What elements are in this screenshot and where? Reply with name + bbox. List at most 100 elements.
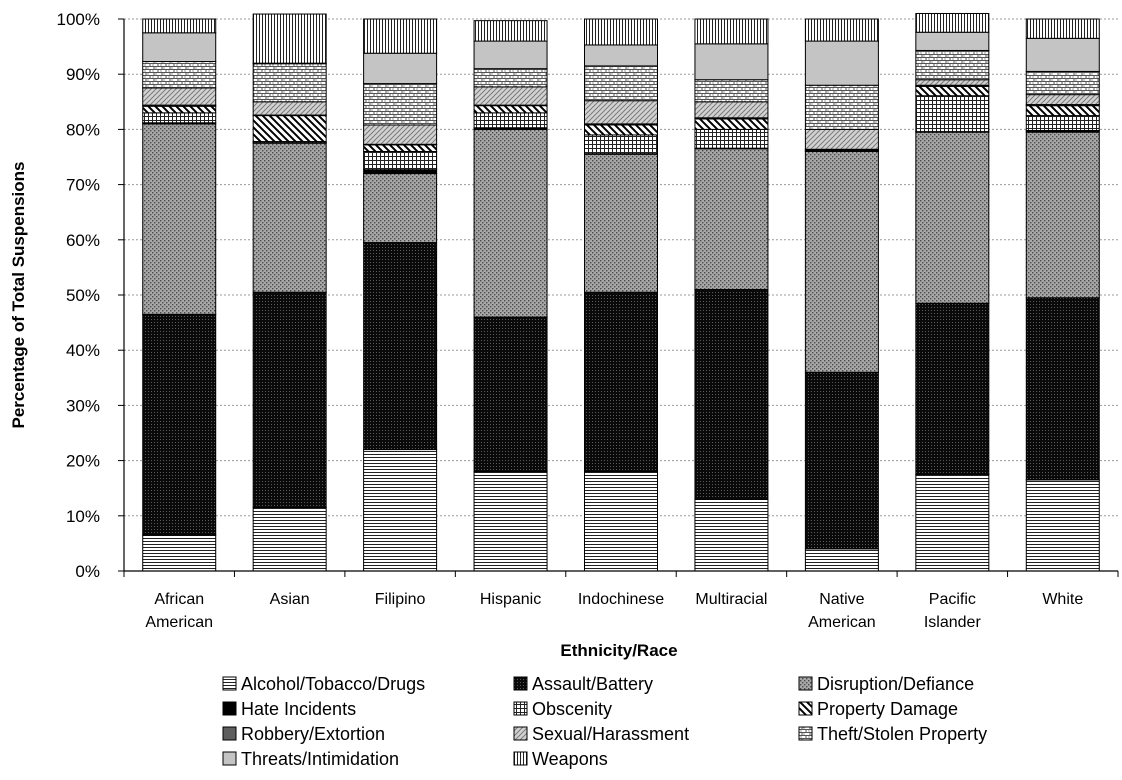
bar-segment bbox=[363, 144, 438, 152]
bar-stack-7 bbox=[915, 12, 990, 572]
bar-segment bbox=[584, 124, 658, 136]
legend-item: Disruption/Defiance bbox=[798, 674, 974, 694]
legend-label: Sexual/Harassment bbox=[532, 724, 689, 744]
bar-stack-6 bbox=[804, 18, 879, 572]
bar-segment bbox=[473, 128, 548, 318]
bar-segment bbox=[252, 142, 327, 293]
bar-stack-0 bbox=[142, 18, 217, 572]
legend-swatch bbox=[222, 726, 237, 741]
bar-segment bbox=[804, 548, 879, 572]
bar-segment bbox=[142, 313, 217, 536]
bar-segment bbox=[1025, 105, 1100, 117]
bar-segment bbox=[694, 101, 769, 119]
bar-segment bbox=[694, 498, 769, 572]
x-axis-title: Ethnicity/Race bbox=[560, 641, 677, 660]
bar-segment bbox=[363, 52, 438, 85]
legend-label: Alcohol/Tobacco/Drugs bbox=[241, 674, 425, 694]
bar-segment bbox=[252, 101, 327, 116]
bar-segment bbox=[142, 105, 217, 114]
y-tick-labels: 0% 10% 20% 30% 40% 50% 60% 70% 80% 90% 100% bbox=[57, 10, 124, 581]
legend-swatch bbox=[513, 676, 528, 691]
y-tick-label: 40% bbox=[66, 341, 100, 360]
legend-item: Theft/Stolen Property bbox=[798, 724, 987, 744]
bar-stack-2 bbox=[363, 18, 438, 572]
bar-segment bbox=[1025, 18, 1100, 39]
bar-segment bbox=[1025, 115, 1100, 132]
x-category-label: White bbox=[1042, 591, 1083, 608]
x-category-label: American bbox=[808, 614, 876, 631]
bar-segment bbox=[804, 18, 879, 42]
legend-label: Hate Incidents bbox=[241, 699, 356, 719]
bar-segment bbox=[1025, 131, 1100, 299]
bar-segment bbox=[363, 83, 438, 126]
bar-segment bbox=[804, 150, 879, 373]
legend-label: Weapons bbox=[532, 749, 608, 769]
legend-label: Property Damage bbox=[817, 699, 958, 719]
bar-segment bbox=[915, 85, 990, 97]
legend-item: Sexual/Harassment bbox=[513, 724, 689, 744]
bar-segment bbox=[142, 18, 217, 34]
bar-segment bbox=[694, 128, 769, 149]
bar-segment bbox=[584, 65, 658, 102]
bar-segment bbox=[915, 131, 990, 304]
y-axis-title: Percentage of Total Suspensions bbox=[9, 161, 28, 428]
x-category-label: Asian bbox=[270, 591, 310, 608]
bar-segment bbox=[363, 449, 438, 572]
y-tick-label: 50% bbox=[66, 286, 100, 305]
y-tick-label: 10% bbox=[66, 507, 100, 526]
bar-segment bbox=[363, 18, 438, 54]
bar-segment bbox=[915, 79, 990, 86]
bar-segment bbox=[252, 13, 327, 64]
x-category-labels: African American Asian Filipino Hispanic Indo… bbox=[145, 591, 1083, 631]
x-category-label: Islander bbox=[924, 614, 982, 631]
legend-swatch bbox=[798, 726, 813, 741]
bar-segment bbox=[694, 18, 769, 45]
bar-segment bbox=[363, 124, 438, 145]
bar-segment bbox=[252, 63, 327, 103]
bar-segment bbox=[363, 242, 438, 451]
bar-stack-8 bbox=[1025, 18, 1100, 572]
y-tick-label: 0% bbox=[75, 562, 100, 581]
x-category-label: Filipino bbox=[375, 591, 426, 608]
bar-segment bbox=[252, 507, 327, 572]
bar-segment bbox=[473, 471, 548, 572]
legend-swatch bbox=[222, 676, 237, 691]
x-category-label: American bbox=[145, 614, 213, 631]
x-category-label: Multiracial bbox=[695, 591, 767, 608]
bar-segment bbox=[804, 84, 879, 130]
bar-segment bbox=[1025, 297, 1100, 481]
bar-segment bbox=[473, 68, 548, 88]
legend-label: Assault/Battery bbox=[532, 674, 653, 694]
bar-stack-4 bbox=[584, 18, 658, 572]
bar-segment bbox=[1025, 37, 1100, 72]
bar-segment bbox=[915, 49, 990, 81]
y-tick-label: 30% bbox=[66, 396, 100, 415]
bar-segment bbox=[584, 100, 658, 125]
legend-item: Assault/Battery bbox=[513, 674, 653, 694]
legend-label: Robbery/Extortion bbox=[241, 724, 385, 744]
x-category-label: Indochinese bbox=[578, 591, 664, 608]
legend-item: Property Damage bbox=[798, 699, 958, 719]
bar-segment bbox=[473, 86, 548, 106]
bar-segment bbox=[142, 123, 217, 315]
bar-segment bbox=[584, 471, 658, 572]
bar-segment bbox=[584, 18, 658, 46]
legend-item: Hate Incidents bbox=[222, 699, 356, 719]
legend-item: Threats/Intimidation bbox=[222, 749, 399, 769]
bar-segment bbox=[694, 148, 769, 290]
bar-segment bbox=[142, 87, 217, 106]
bar-segment bbox=[252, 291, 327, 509]
bar-segment bbox=[363, 173, 438, 244]
bar-segment bbox=[804, 128, 879, 150]
bar-segment bbox=[142, 534, 217, 572]
legend-swatch bbox=[513, 726, 528, 741]
legend-label: Theft/Stolen Property bbox=[817, 724, 987, 744]
bar-segment bbox=[363, 150, 438, 171]
bar-segment bbox=[473, 105, 548, 114]
bar-segment bbox=[473, 112, 548, 129]
legend: Alcohol/Tobacco/Drugs Assault/Battery Disr… bbox=[222, 674, 987, 769]
bar-segment bbox=[363, 169, 438, 175]
x-category-label: Native bbox=[819, 591, 864, 608]
bar-stack-5 bbox=[694, 18, 769, 572]
bar-segment bbox=[473, 40, 548, 70]
